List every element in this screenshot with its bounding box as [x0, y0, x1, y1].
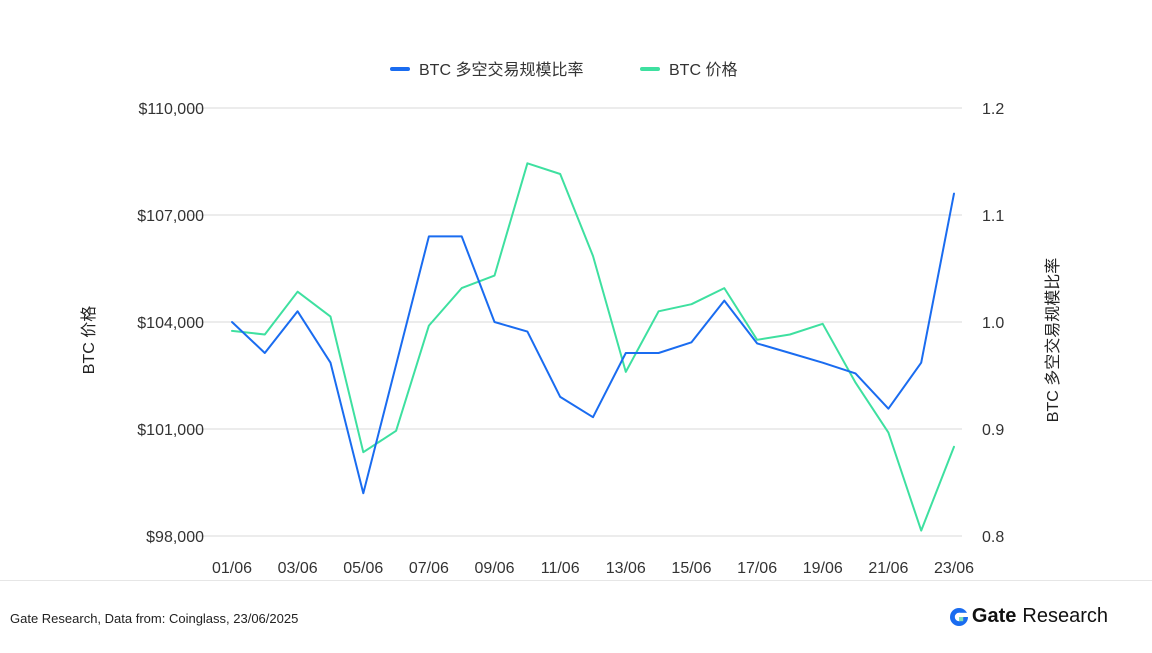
x-tick-label: 11/06 — [541, 560, 580, 577]
series-line-ratio — [231, 192, 955, 495]
source-note: Gate Research, Data from: Coinglass, 23/… — [10, 611, 299, 626]
x-axis-ticks: 01/06 03/06 05/06 07/06 09/06 11/06 13/06 15/06… — [212, 560, 974, 577]
left-tick-label: $101,000 — [137, 422, 204, 439]
left-axis-ticks: $98,000 $101,000 $104,000 $107,000 $110,000 — [137, 101, 204, 546]
brand-name: Gate — [971, 605, 1017, 627]
legend-swatch-ratio — [390, 67, 410, 71]
brand-logo: Gate Research — [949, 605, 1108, 628]
left-tick-label: $98,000 — [146, 529, 204, 546]
left-tick-label: $104,000 — [137, 315, 204, 332]
right-tick-label: 1.1 — [982, 208, 1004, 225]
x-tick-label: 17/06 — [737, 560, 777, 577]
series-lines — [231, 162, 955, 532]
x-tick-label: 09/06 — [475, 560, 515, 577]
x-tick-label: 01/06 — [212, 560, 252, 577]
right-tick-label: 0.8 — [982, 529, 1004, 546]
brand-sub: Research — [1022, 605, 1108, 627]
gate-logo-icon — [949, 607, 969, 626]
x-tick-label: 19/06 — [803, 560, 843, 577]
chart: $98,000$101,000$104,000$107,000$110,000 … — [80, 61, 1062, 577]
x-tick-label: 15/06 — [671, 560, 711, 577]
series-line-price — [231, 162, 955, 532]
x-tick-label: 03/06 — [278, 560, 318, 577]
x-tick-label: 13/06 — [606, 560, 646, 577]
legend-swatch-price — [640, 67, 660, 71]
x-tick-label: 07/06 — [409, 560, 449, 577]
legend: BTC 多空交易规模比率 BTC 价格 — [390, 61, 737, 79]
footer: Gate Research, Data from: Coinglass, 23/… — [0, 580, 1152, 653]
x-tick-label: 23/06 — [934, 560, 974, 577]
grid-lines — [187, 107, 962, 537]
right-tick-label: 1.0 — [982, 315, 1004, 332]
right-tick-label: 1.2 — [982, 101, 1004, 118]
right-tick-label: 0.9 — [982, 422, 1004, 439]
left-axis-title: BTC 价格 — [80, 306, 98, 374]
left-tick-label: $107,000 — [137, 208, 204, 225]
legend-label-ratio: BTC 多空交易规模比率 — [419, 61, 583, 79]
left-tick-label: $110,000 — [138, 101, 204, 118]
x-tick-label: 05/06 — [343, 560, 383, 577]
right-axis-title: BTC 多空交易规模比率 — [1044, 258, 1062, 422]
x-tick-label: 21/06 — [868, 560, 908, 577]
right-axis-ticks: 0.8 0.9 1.0 1.1 1.2 — [982, 101, 1004, 546]
legend-label-price: BTC 价格 — [669, 61, 737, 79]
